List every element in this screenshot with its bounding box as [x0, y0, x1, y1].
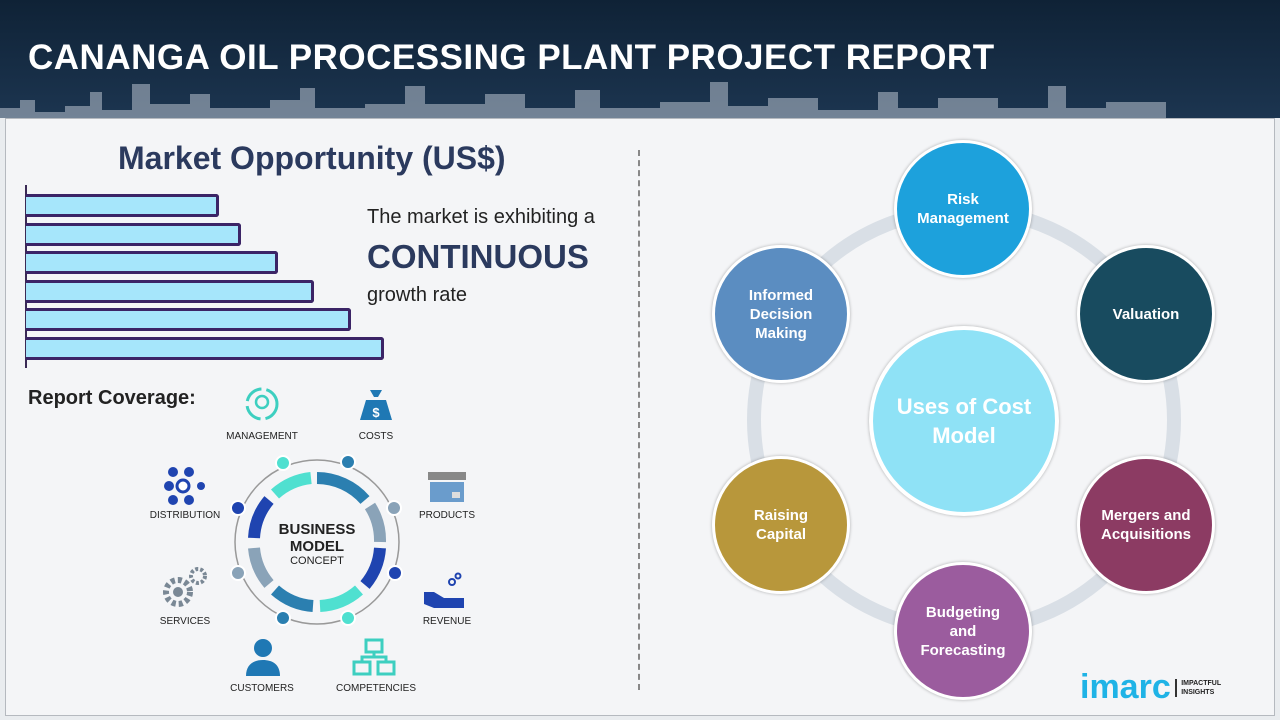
content-panel	[5, 118, 1275, 716]
market-bar	[26, 194, 220, 217]
hierarchy-icon	[352, 638, 396, 676]
gears-icon	[163, 567, 207, 607]
section-divider	[638, 150, 640, 690]
uses-node: Valuation	[1077, 245, 1215, 383]
center-line2: MODEL	[290, 538, 344, 555]
coverage-products: PRODUCTS	[418, 510, 476, 521]
uses-node: Mergers and Acquisitions	[1077, 456, 1215, 594]
money-bag-icon: $	[360, 390, 392, 420]
uses-node: Informed Decision Making	[712, 245, 850, 383]
coverage-competencies: COMPETENCIES	[335, 683, 416, 694]
market-bar	[26, 251, 278, 274]
market-bar	[26, 279, 315, 303]
imarc-logo: imarc IMPACTFUL INSIGHTS	[1080, 668, 1222, 706]
coverage-customers: CUSTOMERS	[230, 683, 294, 694]
bar-chart-axis	[25, 185, 27, 368]
center-line3: CONCEPT	[290, 555, 344, 567]
coverage-management: MANAGEMENT	[226, 431, 298, 442]
uses-center: Uses of Cost Model	[869, 326, 1059, 516]
market-bar	[26, 336, 384, 360]
market-opportunity-title: Market Opportunity (US$)	[118, 140, 506, 176]
coverage-distribution: DISTRIBUTION	[149, 510, 221, 521]
revenue-hand-icon	[424, 572, 464, 608]
city-skyline-graphic	[0, 82, 1166, 118]
svg-text:$: $	[372, 405, 380, 420]
header-banner: CANANGA OIL PROCESSING PLANT PROJECT REP…	[0, 0, 1280, 118]
uses-node: Budgeting and Forecasting	[894, 562, 1032, 700]
box-icon	[428, 472, 466, 502]
growth-text-line1: The market is exhibiting a	[367, 206, 595, 228]
coverage-revenue: REVENUE	[422, 616, 472, 627]
business-model-ring: BUSINESS MODEL CONCEPT	[230, 454, 403, 626]
uses-node: Risk Management	[894, 140, 1032, 278]
growth-text-line3: growth rate	[367, 284, 468, 306]
customer-icon	[246, 639, 280, 676]
uses-node: Raising Capital	[712, 456, 850, 594]
coverage-costs: COSTS	[358, 431, 394, 442]
market-bar	[26, 308, 351, 331]
growth-text-highlight: CONTINUOUS	[367, 238, 589, 275]
report-coverage-title: Report Coverage:	[28, 387, 196, 409]
center-line1: BUSINESS	[279, 521, 356, 538]
distribution-network-icon	[164, 467, 205, 505]
page-title: CANANGA OIL PROCESSING PLANT PROJECT REP…	[28, 38, 995, 77]
management-icon	[245, 387, 279, 421]
coverage-services: SERVICES	[159, 616, 211, 627]
market-bar	[26, 222, 242, 246]
